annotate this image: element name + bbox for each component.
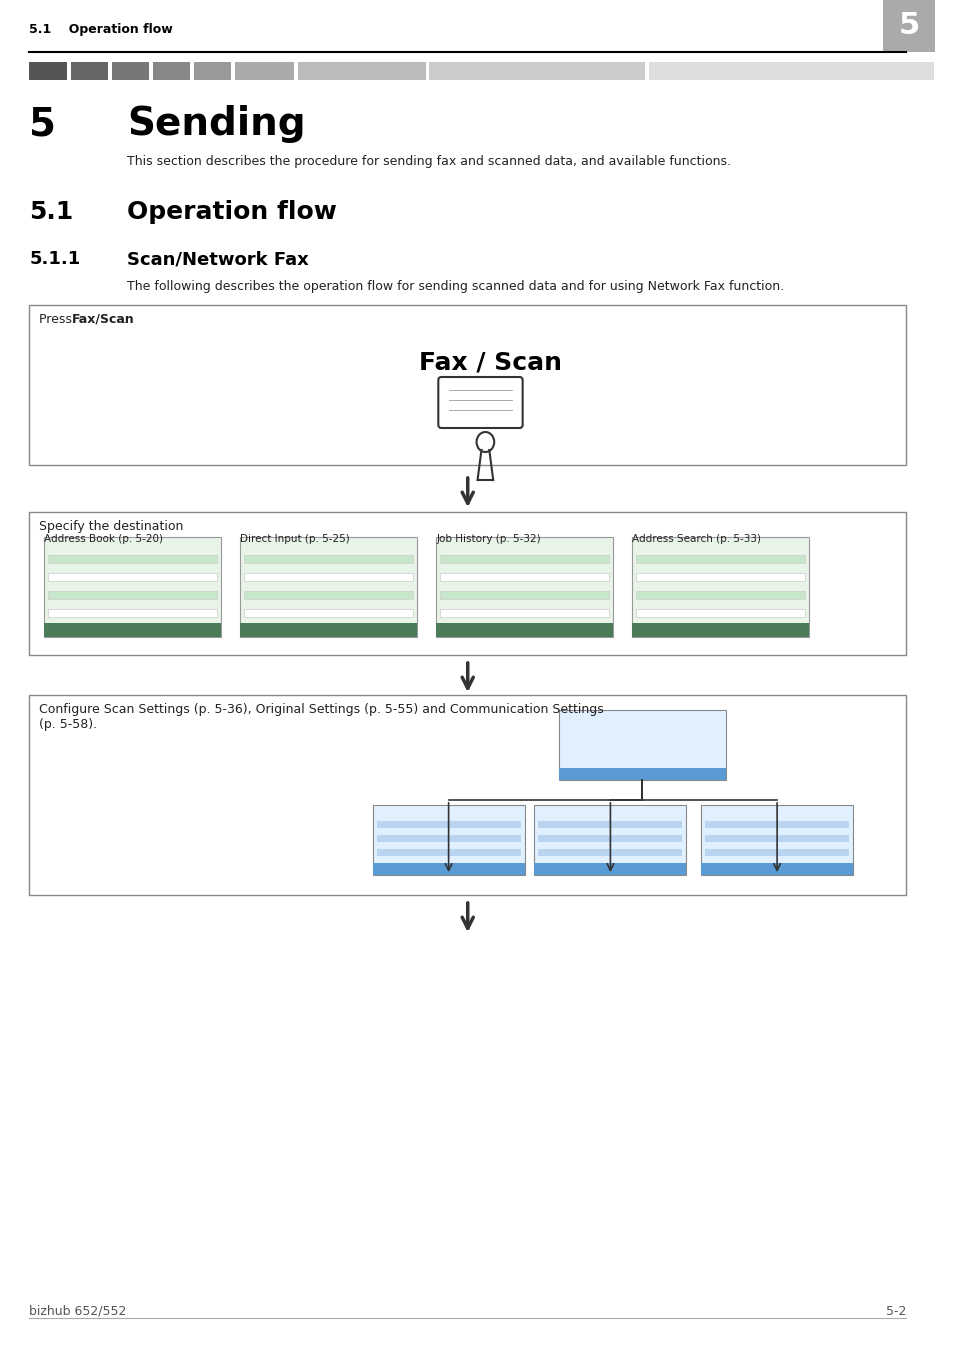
Bar <box>440 572 608 580</box>
Bar <box>48 555 216 563</box>
Text: Scan/Network Fax: Scan/Network Fax <box>128 250 309 269</box>
Bar <box>440 609 608 617</box>
Bar <box>235 62 294 80</box>
Bar <box>537 821 681 828</box>
Bar <box>152 62 190 80</box>
Bar <box>44 622 220 637</box>
Bar <box>48 572 216 580</box>
Text: 5.1    Operation flow: 5.1 Operation flow <box>30 23 173 36</box>
Bar <box>30 695 905 895</box>
Text: Direct Input (p. 5-25): Direct Input (p. 5-25) <box>240 535 350 544</box>
Bar <box>373 805 524 875</box>
Bar <box>244 591 413 599</box>
Bar <box>376 821 520 828</box>
Text: 5: 5 <box>30 105 56 143</box>
Bar <box>632 537 808 637</box>
Bar <box>30 512 905 655</box>
Bar <box>537 836 681 842</box>
Bar <box>240 622 416 637</box>
Bar <box>636 609 804 617</box>
Text: Operation flow: Operation flow <box>128 200 337 224</box>
Text: 5: 5 <box>898 12 919 40</box>
Text: 5-2: 5-2 <box>884 1305 905 1318</box>
Text: bizhub 652/552: bizhub 652/552 <box>30 1305 127 1318</box>
Bar <box>373 863 524 875</box>
Bar <box>558 710 725 780</box>
Bar <box>376 836 520 842</box>
Bar <box>48 591 216 599</box>
Text: Address Book (p. 5-20): Address Book (p. 5-20) <box>44 535 163 544</box>
Bar <box>376 849 520 856</box>
Text: .: . <box>122 313 127 325</box>
Bar <box>71 62 108 80</box>
Bar <box>436 622 612 637</box>
Text: 5.1.1: 5.1.1 <box>30 250 81 269</box>
Text: Press: Press <box>39 313 76 325</box>
Bar <box>534 863 686 875</box>
Bar <box>112 62 149 80</box>
Bar <box>636 572 804 580</box>
Text: Fax/Scan: Fax/Scan <box>71 313 134 325</box>
Bar <box>30 62 67 80</box>
Bar <box>440 555 608 563</box>
Bar <box>194 62 232 80</box>
Bar <box>704 836 848 842</box>
Bar <box>534 805 686 875</box>
Bar <box>700 863 852 875</box>
Bar <box>440 591 608 599</box>
Text: Fax / Scan: Fax / Scan <box>418 350 561 374</box>
Text: Sending: Sending <box>128 105 306 143</box>
Bar <box>648 62 933 80</box>
Ellipse shape <box>476 432 494 452</box>
Bar <box>48 609 216 617</box>
Text: This section describes the procedure for sending fax and scanned data, and avail: This section describes the procedure for… <box>128 155 731 167</box>
Bar <box>30 305 905 464</box>
Bar <box>240 537 416 637</box>
FancyBboxPatch shape <box>882 0 935 53</box>
Bar <box>429 62 644 80</box>
Bar <box>636 591 804 599</box>
Bar <box>704 821 848 828</box>
Bar <box>537 849 681 856</box>
Bar <box>244 572 413 580</box>
Text: Address Search (p. 5-33): Address Search (p. 5-33) <box>632 535 760 544</box>
Bar <box>244 609 413 617</box>
Text: Specify the destination: Specify the destination <box>39 520 183 533</box>
Bar <box>44 537 220 637</box>
Text: Configure Scan Settings (p. 5-36), Original Settings (p. 5-55) and Communication: Configure Scan Settings (p. 5-36), Origi… <box>39 703 603 730</box>
Bar <box>244 555 413 563</box>
Bar <box>700 805 852 875</box>
FancyBboxPatch shape <box>437 377 522 428</box>
Text: 5.1: 5.1 <box>30 200 73 224</box>
Text: The following describes the operation flow for sending scanned data and for usin: The following describes the operation fl… <box>128 279 783 293</box>
Bar <box>436 537 612 637</box>
Bar <box>297 62 425 80</box>
Bar <box>704 849 848 856</box>
Bar <box>636 555 804 563</box>
Bar <box>558 768 725 780</box>
Text: Job History (p. 5-32): Job History (p. 5-32) <box>436 535 540 544</box>
Bar <box>632 622 808 637</box>
